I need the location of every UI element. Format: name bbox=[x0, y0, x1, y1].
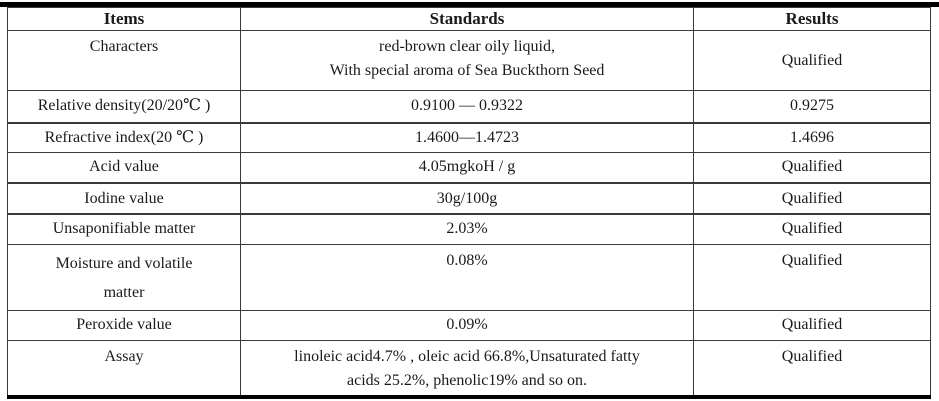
result-cell: Qualified bbox=[693, 243, 931, 311]
table-row: Iodine value 30g/100g Qualified bbox=[7, 182, 931, 215]
cell-line: 0.08% bbox=[446, 251, 488, 269]
header-row: Items Standards Results bbox=[7, 7, 931, 31]
cell-line: Qualified bbox=[781, 251, 843, 269]
cell-line: Moisture and volatile bbox=[55, 254, 193, 272]
cell-line: 0.9275 bbox=[790, 97, 834, 115]
standard-cell: 0.09% bbox=[240, 309, 694, 341]
item-cell: Characters bbox=[7, 30, 241, 91]
item-cell: Iodine value bbox=[7, 182, 241, 215]
item-cell: Relative density(20/20℃ ) bbox=[7, 90, 241, 124]
item-cell: Peroxide value bbox=[7, 309, 241, 341]
item-cell: Refractive index(20 ℃ ) bbox=[7, 122, 241, 153]
cell-line: With special aroma of Sea Buckthorn Seed bbox=[329, 62, 605, 79]
standard-cell: 1.4600—1.4723 bbox=[240, 122, 694, 153]
table-row: Refractive index(20 ℃ ) 1.4600—1.4723 1.46… bbox=[7, 122, 931, 153]
cell-line: Characters bbox=[89, 38, 159, 55]
cell-line: linoleic acid4.7% , oleic acid 66.8%,Uns… bbox=[294, 347, 640, 365]
table-row: Acid value 4.05mgkoH / g Qualified bbox=[7, 151, 931, 184]
item-cell: Assay bbox=[7, 339, 241, 398]
cell-line: red-brown clear oily liquid, bbox=[379, 38, 555, 55]
item-cell: Moisture and volatile matter bbox=[7, 243, 241, 311]
qc-specification-table: Items Standards Results Characters red-br… bbox=[7, 7, 931, 399]
table-row: Relative density(20/20℃ ) 0.9100 — 0.9322… bbox=[7, 90, 931, 124]
standard-cell: 30g/100g bbox=[240, 182, 694, 215]
cell-line: 1.4696 bbox=[790, 128, 834, 146]
cell-line: 0.9100 — 0.9322 bbox=[411, 97, 523, 115]
cell-line: Qualified bbox=[781, 316, 843, 334]
cell-line: Qualified bbox=[781, 189, 843, 207]
table-row: Moisture and volatile matter 0.08% Qualifie… bbox=[7, 243, 931, 311]
cell-line: 0.09% bbox=[446, 316, 488, 334]
cell-line: Refractive index(20 ℃ ) bbox=[44, 128, 204, 146]
cell-line: Qualified bbox=[781, 347, 843, 365]
result-cell: 1.4696 bbox=[693, 122, 931, 153]
cell-line: Acid value bbox=[89, 158, 159, 176]
result-cell: Qualified bbox=[693, 309, 931, 341]
cell-line: 30g/100g bbox=[436, 189, 498, 207]
cell-line: Qualified bbox=[781, 220, 843, 238]
cell-line: Qualified bbox=[781, 158, 843, 176]
standard-cell: 0.9100 — 0.9322 bbox=[240, 90, 694, 124]
cell-line: Unsaponifiable matter bbox=[52, 220, 196, 238]
table-body: Characters red-brown clear oily liquid, Wi… bbox=[7, 30, 931, 398]
cell-line: Relative density(20/20℃ ) bbox=[37, 97, 211, 115]
item-cell: Acid value bbox=[7, 151, 241, 184]
cell-line: matter bbox=[103, 284, 145, 302]
result-cell: Qualified bbox=[693, 151, 931, 184]
standard-cell: red-brown clear oily liquid, With special… bbox=[240, 30, 694, 91]
cell-line: acids 25.2%, phenolic19% and so on. bbox=[347, 371, 587, 389]
table-row: Unsaponifiable matter 2.03% Qualified bbox=[7, 213, 931, 245]
table-row: Characters red-brown clear oily liquid, Wi… bbox=[7, 30, 931, 91]
cell-line: Peroxide value bbox=[76, 316, 172, 334]
cell-line: Qualified bbox=[781, 51, 843, 69]
cell-line: 4.05mgkoH / g bbox=[418, 158, 516, 176]
table-row: Assay linoleic acid4.7% , oleic acid 66.8… bbox=[7, 339, 931, 398]
standard-cell: linoleic acid4.7% , oleic acid 66.8%,Uns… bbox=[240, 339, 694, 398]
result-cell: 0.9275 bbox=[693, 90, 931, 124]
standard-cell: 4.05mgkoH / g bbox=[240, 151, 694, 184]
result-cell: Qualified bbox=[693, 339, 931, 398]
item-cell: Unsaponifiable matter bbox=[7, 213, 241, 245]
column-header-items: Items bbox=[7, 7, 241, 31]
column-header-standards: Standards bbox=[240, 7, 694, 31]
standard-cell: 2.03% bbox=[240, 213, 694, 245]
table-row: Peroxide value 0.09% Qualified bbox=[7, 309, 931, 341]
table-top-rule bbox=[0, 2, 939, 7]
qc-table-wrap: Items Standards Results Characters red-br… bbox=[7, 7, 931, 399]
column-header-results: Results bbox=[693, 7, 931, 31]
cell-line: 1.4600—1.4723 bbox=[415, 128, 519, 146]
cell-line: Iodine value bbox=[84, 189, 164, 207]
result-cell: Qualified bbox=[693, 182, 931, 215]
standard-cell: 0.08% bbox=[240, 243, 694, 311]
cell-line: Assay bbox=[104, 347, 144, 365]
cell-line: 2.03% bbox=[446, 220, 488, 238]
result-cell: Qualified bbox=[693, 213, 931, 245]
result-cell: Qualified bbox=[693, 30, 931, 91]
